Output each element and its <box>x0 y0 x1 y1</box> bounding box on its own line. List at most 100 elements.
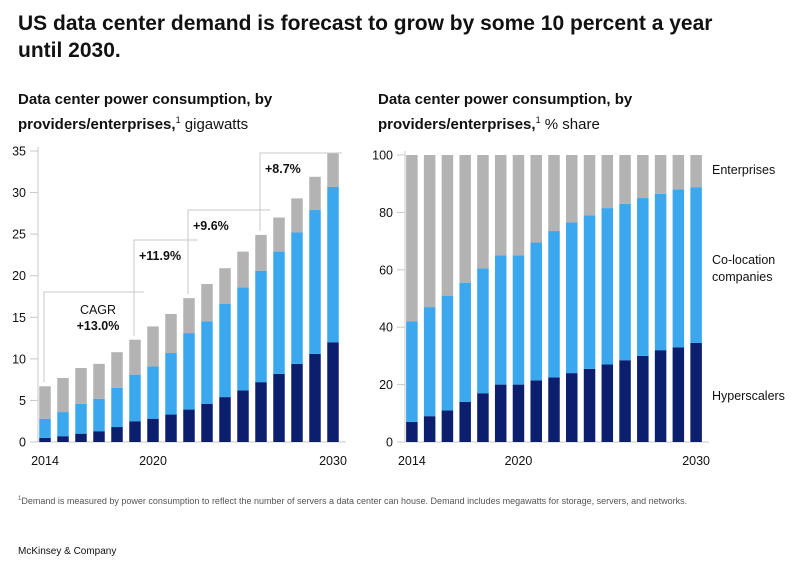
left-bar-hyperscalers <box>111 427 123 442</box>
left-bar-colocation <box>183 333 195 410</box>
right-bar-enterprises <box>477 155 489 269</box>
left-y-tick-label: 20 <box>12 269 26 283</box>
right-bar-enterprises <box>654 155 667 194</box>
left-bar-hyperscalers <box>309 353 321 442</box>
left-bar-enterprises <box>255 234 267 271</box>
right-bar-hyperscalers <box>601 364 614 442</box>
left-y-tick-label: 30 <box>12 186 26 200</box>
right-bar-enterprises <box>637 155 649 199</box>
left-y-tick-label: 35 <box>12 145 26 159</box>
right-bar-hyperscalers <box>637 355 649 442</box>
footnote-text: Demand is measured by power consumption … <box>21 496 688 506</box>
left-cagr-bracket <box>133 239 198 336</box>
brand-name: McKinsey & Company <box>18 546 117 557</box>
left-bar-hyperscalers <box>327 342 339 442</box>
legend-label-enterprises: Enterprises <box>712 163 775 177</box>
left-chart-unit: gigawatts <box>184 116 249 133</box>
left-bar-hyperscalers <box>165 414 177 442</box>
left-cagr-bracket <box>187 209 270 295</box>
left-bar-hyperscalers <box>129 421 141 442</box>
left-bar-colocation <box>327 186 339 343</box>
right-bar-hyperscalers <box>512 384 525 442</box>
left-cagr-label: CAGR <box>80 303 116 317</box>
left-x-tick-label: 2014 <box>31 454 59 468</box>
right-y-tick-label: 20 <box>379 378 393 392</box>
right-bar-colocation <box>654 193 667 351</box>
left-bar-colocation <box>291 232 303 364</box>
left-cagr-value: +13.0% <box>77 319 120 333</box>
right-bar-colocation <box>566 222 578 374</box>
right-chart-title: Data center power consumption, by provid… <box>378 90 708 135</box>
footnote-marker: 1 <box>18 496 22 502</box>
left-bar-enterprises <box>57 377 69 413</box>
right-bar-enterprises <box>583 155 596 216</box>
left-bar-colocation <box>309 210 321 354</box>
left-bar-hyperscalers <box>291 363 303 442</box>
left-cagr-bracket <box>259 152 342 231</box>
right-bar-colocation <box>583 215 596 369</box>
left-bar-hyperscalers <box>93 431 105 442</box>
right-bar-colocation <box>601 208 614 365</box>
left-x-tick-label: 2020 <box>139 454 167 468</box>
left-bar-colocation <box>57 412 69 437</box>
left-bar-enterprises <box>75 368 87 404</box>
left-bar-colocation <box>147 366 159 419</box>
left-bar-enterprises <box>129 339 141 375</box>
right-bar-enterprises <box>548 155 560 232</box>
right-bar-hyperscalers <box>477 393 489 442</box>
right-bar-hyperscalers <box>530 380 542 442</box>
left-bar-enterprises <box>165 313 177 354</box>
left-bar-colocation <box>255 270 267 383</box>
right-bar-hyperscalers <box>441 410 454 442</box>
right-bar-enterprises <box>530 155 542 243</box>
left-cagr-value: +8.7% <box>265 162 301 176</box>
right-bar-colocation <box>423 307 436 417</box>
left-y-tick-label: 5 <box>19 394 26 408</box>
left-bar-hyperscalers <box>57 436 69 442</box>
right-bar-colocation <box>637 198 649 356</box>
left-bar-enterprises <box>327 152 339 187</box>
right-chart-unit: % share <box>544 116 600 133</box>
left-cagr-bracket <box>43 291 144 383</box>
right-x-tick-label: 2014 <box>398 454 426 468</box>
right-bar-hyperscalers <box>690 342 702 442</box>
right-bar-enterprises <box>601 155 614 209</box>
left-bar-enterprises <box>237 251 249 288</box>
left-bar-hyperscalers <box>201 403 213 442</box>
right-bar-colocation <box>477 268 489 394</box>
left-cagr-value: +11.9% <box>139 249 181 263</box>
right-bar-enterprises <box>441 155 454 296</box>
left-bar-hyperscalers <box>183 409 195 442</box>
left-bar-enterprises <box>93 363 105 399</box>
left-bar-colocation <box>219 303 231 398</box>
left-bar-hyperscalers <box>147 418 159 442</box>
left-chart-footnote-marker: 1 <box>175 115 181 125</box>
right-y-tick-label: 0 <box>386 436 393 450</box>
left-bar-enterprises <box>291 198 303 233</box>
right-bar-enterprises <box>423 155 436 308</box>
right-x-tick-label: 2030 <box>682 454 710 468</box>
left-bar-hyperscalers <box>75 433 87 442</box>
right-bar-colocation <box>690 187 702 343</box>
right-stacked-bar-chart: 0 20 40 60 80 100 2014 2020 2030 Enterprises Co-lo… <box>372 149 785 469</box>
left-bar-hyperscalers <box>39 437 51 442</box>
right-bar-hyperscalers <box>494 384 507 442</box>
left-chart-title: Data center power consumption, by provid… <box>18 90 348 135</box>
left-y-tick-label: 15 <box>12 311 26 325</box>
footnote: 1Demand is measured by power consumption… <box>18 494 778 507</box>
right-bar-hyperscalers <box>583 368 596 442</box>
right-y-tick-label: 80 <box>379 206 393 220</box>
left-bar-colocation <box>201 321 213 404</box>
left-bar-enterprises <box>201 284 213 322</box>
left-bar-hyperscalers <box>237 390 249 442</box>
left-stacked-bar-chart: 0 5 10 15 20 25 30 35 2014 2020 2030 CAGR +13.0% +11.… <box>12 145 347 469</box>
legend-label-hyperscalers: Hyperscalers <box>712 389 785 403</box>
left-x-tick-label: 2030 <box>319 454 347 468</box>
right-bar-enterprises <box>512 155 525 256</box>
right-bar-enterprises <box>619 155 631 204</box>
right-y-tick-label: 60 <box>379 263 393 277</box>
legend-label-colocation: Co-location companies <box>712 253 775 284</box>
right-bar-hyperscalers <box>406 421 418 442</box>
left-bar-enterprises <box>273 217 285 252</box>
right-bar-enterprises <box>494 155 507 256</box>
